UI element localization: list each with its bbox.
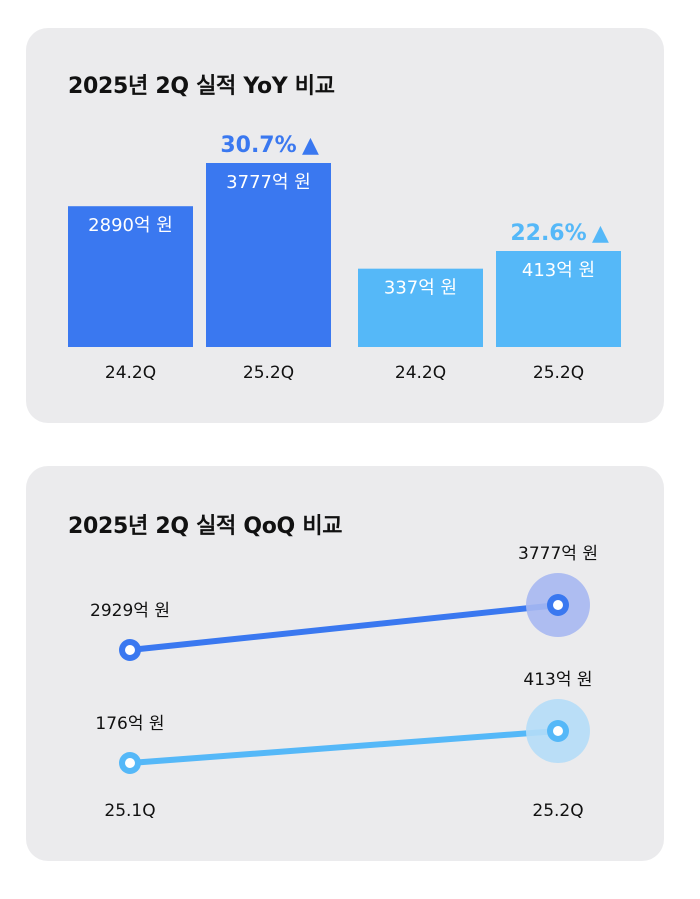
category-label: 25.2Q: [243, 363, 294, 383]
qoq-chart-card: 2025년 2Q 실적 QoQ 비교 2929억 원 3777억 원 176억 원 4…: [26, 466, 664, 861]
data-point-center-1-0: [125, 758, 135, 768]
bar-1-1: [496, 251, 621, 347]
growth-label: 22.6%: [510, 221, 586, 246]
point-value-label: 2929억 원: [90, 601, 170, 621]
growth-up-arrow-icon: ▲: [592, 221, 609, 246]
category-label: 24.2Q: [395, 363, 446, 383]
series-line-1: [127, 728, 561, 766]
point-value-label: 3777억 원: [518, 544, 598, 564]
x-category-label: 25.1Q: [104, 801, 155, 821]
bar-1-0: [358, 268, 483, 347]
data-point-center-0-0: [125, 645, 135, 655]
x-category-label: 25.2Q: [532, 801, 583, 821]
yoy-chart-card: 2025년 2Q 실적 YoY 비교 2890억 원 24.2Q 3777억 원 25…: [26, 28, 664, 423]
bar-value-label: 413억 원: [522, 260, 595, 281]
qoq-line-chart: 2929억 원 3777억 원 176억 원 413억 원 25.1Q 25.2Q: [90, 544, 598, 821]
qoq-chart-title: 2025년 2Q 실적 QoQ 비교: [68, 514, 343, 539]
growth-label: 30.7%: [220, 133, 296, 158]
bar-0-1: [206, 163, 331, 347]
bar-value-label: 337억 원: [384, 278, 457, 299]
point-value-label: 413억 원: [523, 670, 592, 690]
category-label: 25.2Q: [533, 363, 584, 383]
category-label: 24.2Q: [105, 363, 156, 383]
growth-up-arrow-icon: ▲: [302, 133, 319, 158]
yoy-chart-title: 2025년 2Q 실적 YoY 비교: [68, 74, 335, 99]
data-point-center-0-1: [553, 600, 563, 610]
point-value-label: 176억 원: [95, 714, 164, 734]
bar-value-label: 2890억 원: [88, 215, 173, 236]
bar-0-0: [68, 206, 193, 347]
data-point-center-1-1: [553, 726, 563, 736]
bar-value-label: 3777억 원: [226, 172, 311, 193]
series-line-0: [127, 602, 561, 653]
